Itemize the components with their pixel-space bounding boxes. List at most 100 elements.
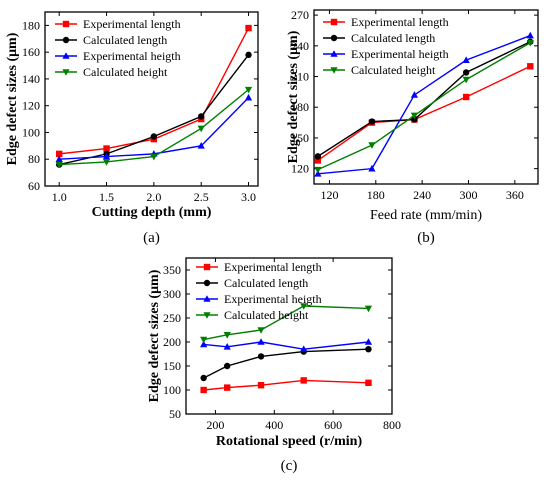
legend-label: Calculated height [224,308,309,322]
legend-label: Experimental length [224,260,322,274]
data-point [244,93,253,101]
legend-label: Calculated height [351,63,436,77]
y-tick-label: 180 [291,100,309,114]
x-tick-label: 120 [320,188,338,202]
data-point [257,338,265,345]
data-point [365,379,372,386]
series-1 [200,377,372,394]
legend-marker [62,52,70,59]
data-point [462,93,470,101]
data-point [244,86,253,94]
plot-frame [44,11,259,187]
data-point [527,63,534,70]
data-point [224,362,231,370]
legend: Experimental length Calculated length Expe… [55,17,181,79]
data-point [364,305,373,313]
y-tick-label: 160 [22,45,40,59]
legend-label: Calculated length [224,276,308,290]
x-tick-label: 1.0 [52,190,67,204]
legend: Experimental length Calculated length Expe… [323,15,449,77]
series-4 [200,303,373,344]
panel-label: (b) [417,230,435,246]
data-point [300,303,308,310]
legend-marker [203,263,211,271]
data-point [200,386,207,394]
y-tick-label: 80 [28,152,40,166]
data-point [411,116,418,123]
data-point [462,56,470,63]
data-point [300,377,307,384]
data-point [56,150,63,158]
series-1 [314,63,534,164]
data-point [526,39,534,47]
data-point [462,76,470,84]
legend-label: Calculated length [351,31,435,45]
panel-label: (a) [143,230,160,246]
y-tick-label: 100 [22,125,40,139]
series-3 [55,93,253,163]
data-point [197,142,205,149]
x-tick-label: 360 [506,188,524,202]
series-2 [200,346,372,382]
legend-marker [62,69,70,76]
data-point [198,113,205,120]
data-point [55,161,63,169]
legend-marker [203,295,211,302]
legend-label: Calculated length [83,33,167,47]
data-point [223,343,231,350]
y-tick-label: 150 [291,131,309,145]
legend-marker [62,20,70,28]
data-point [102,159,111,166]
x-tick-label: 2.0 [146,190,161,204]
legend-marker [330,18,338,26]
data-point [102,152,111,160]
y-tick-label: 150 [163,359,181,373]
data-point [200,374,207,382]
series-3 [200,338,373,352]
y-tick-label: 300 [163,287,181,301]
data-point [257,382,265,389]
data-point [368,118,376,125]
data-point [55,155,63,163]
legend-marker [330,50,338,57]
y-tick-label: 100 [163,383,181,397]
legend-label: Experimental heigth [224,292,322,306]
data-point [300,345,308,352]
legend-marker [203,312,211,319]
data-point [314,157,322,164]
data-point [368,142,376,149]
chart-panel-2: 120 180 240 300 360 120 150 180 210 240 270 Feed ra… [286,8,539,246]
plot-frame [313,9,539,185]
data-point [245,24,252,32]
data-point [364,338,373,345]
series-3 [314,31,534,177]
data-point [150,153,158,161]
legend: Experimental length Calculated length Expe… [196,260,322,322]
plot-frame [185,257,393,415]
legend-marker [203,279,211,287]
legend-marker [330,34,338,42]
legend-marker [330,67,338,74]
data-point [410,91,419,98]
x-tick-label: 180 [367,188,385,202]
series-line [317,42,531,171]
x-axis-label: Feed rate (mm/min) [370,208,482,223]
x-tick-label: 800 [383,418,401,432]
legend-label: Experimental heigth [351,47,449,61]
x-tick-label: 600 [324,418,342,432]
legend-label: Calculated height [83,65,168,79]
series-4 [55,86,253,169]
y-tick-label: 250 [163,311,181,325]
data-point [200,336,208,344]
y-tick-label: 200 [163,335,181,349]
x-tick-label: 3.0 [241,190,256,204]
y-tick-label: 210 [291,70,309,84]
y-tick-label: 180 [22,18,40,32]
y-axis-label: Edge defect sizes (μm) [286,30,301,163]
y-tick-label: 140 [22,72,40,86]
x-tick-label: 400 [265,418,283,432]
y-tick-label: 270 [291,8,309,22]
legend-marker [62,36,70,44]
